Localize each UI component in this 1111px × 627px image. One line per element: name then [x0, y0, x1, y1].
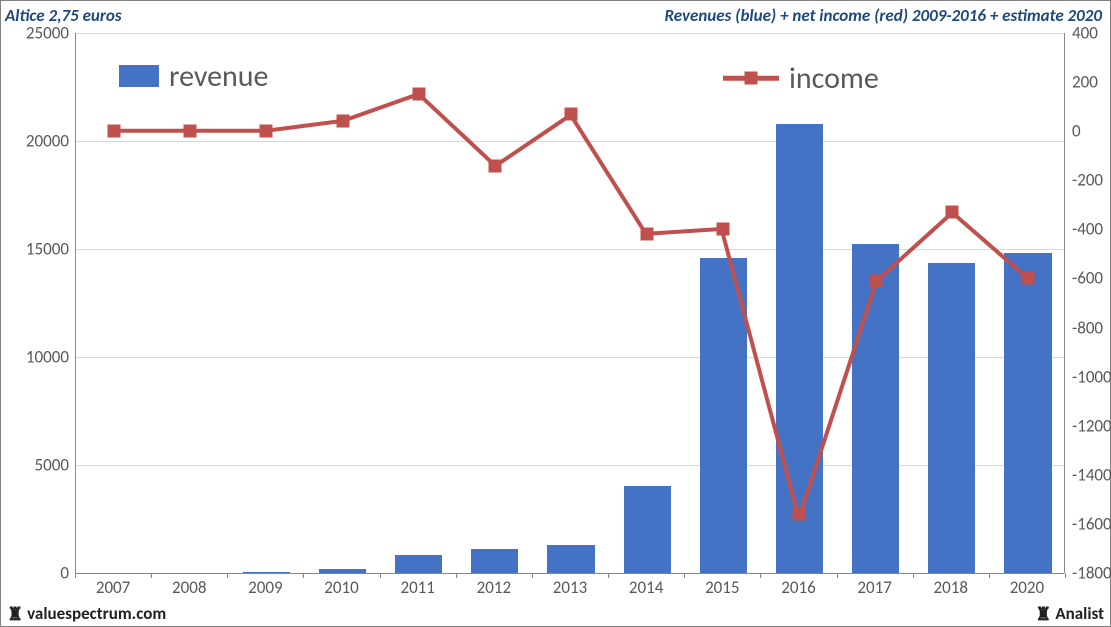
revenue-bar: [395, 555, 442, 573]
x-tick-label: 2010: [324, 577, 358, 598]
rook-icon: ♜: [7, 605, 23, 623]
y-right-tick-label: -600: [1066, 268, 1110, 289]
income-marker: [488, 159, 501, 172]
x-tick-label: 2014: [629, 577, 663, 598]
grid-line: [76, 357, 1064, 358]
income-line-segment: [495, 112, 573, 167]
footer-right-text: Analist: [1055, 603, 1104, 624]
x-tick-label: 2015: [705, 577, 739, 598]
rook-icon: ♜: [1035, 605, 1051, 623]
x-axis-line: [76, 573, 1064, 574]
income-line-segment: [416, 92, 495, 166]
y-right-tick-label: -1000: [1066, 366, 1110, 387]
income-line-segment: [190, 129, 266, 133]
grid-line: [76, 33, 1064, 34]
y-right-tick-label: -1200: [1066, 415, 1110, 436]
revenue-bar: [928, 263, 975, 573]
y-left-tick-label: 20000: [1, 131, 69, 152]
y-right-tick-label: -1400: [1066, 464, 1110, 485]
x-tick-label: 2009: [248, 577, 282, 598]
legend-revenue-label: revenue: [169, 58, 268, 95]
y-right-tick-label: 200: [1066, 72, 1110, 93]
income-marker: [108, 125, 121, 138]
revenue-bar: [1004, 253, 1051, 573]
legend-income-label: income: [789, 60, 879, 97]
x-tick: [303, 573, 304, 578]
y-right-tick-label: 0: [1066, 121, 1110, 142]
x-tick-label: 2016: [781, 577, 815, 598]
income-marker: [945, 206, 958, 219]
y-left-tick-label: 15000: [1, 239, 69, 260]
y-right-tick-label: -400: [1066, 219, 1110, 240]
income-marker: [641, 228, 654, 241]
y-left-tick-label: 5000: [1, 455, 69, 476]
income-line-segment: [343, 92, 420, 123]
x-tick-label: 2018: [934, 577, 968, 598]
x-tick-label: 2020: [1010, 577, 1044, 598]
x-tick: [837, 573, 838, 578]
chart-header: Altice 2,75 euros Revenues (blue) + net …: [1, 1, 1110, 29]
revenue-bar: [624, 486, 671, 573]
y-left-tick-label: 25000: [1, 23, 69, 44]
x-tick: [913, 573, 914, 578]
x-tick: [608, 573, 609, 578]
income-line-segment: [568, 112, 648, 234]
income-marker: [793, 508, 806, 521]
x-tick: [989, 573, 990, 578]
income-line-segment: [114, 129, 190, 133]
income-marker: [717, 223, 730, 236]
legend-income-swatch: [723, 67, 779, 89]
x-tick: [1065, 573, 1066, 578]
x-tick-label: 2013: [553, 577, 587, 598]
y-right-tick-label: -1600: [1066, 513, 1110, 534]
revenue-bar: [776, 124, 823, 573]
revenue-bar: [471, 549, 518, 573]
x-tick-label: 2017: [857, 577, 891, 598]
x-tick-label: 2008: [172, 577, 206, 598]
income-marker: [565, 108, 578, 121]
y-right-tick-label: -200: [1066, 170, 1110, 191]
footer-left-text: valuespectrum.com: [27, 603, 166, 624]
x-tick-label: 2007: [96, 577, 130, 598]
footer-right: ♜ Analist: [1035, 603, 1104, 624]
x-tick-label: 2012: [477, 577, 511, 598]
income-line-segment: [647, 227, 723, 236]
y-left-tick-label: 10000: [1, 347, 69, 368]
income-marker: [336, 115, 349, 128]
income-marker: [184, 125, 197, 138]
grid-line: [76, 141, 1064, 142]
y-right-tick-label: -800: [1066, 317, 1110, 338]
x-tick: [75, 573, 76, 578]
x-tick: [532, 573, 533, 578]
income-marker: [412, 88, 425, 101]
income-marker: [869, 274, 882, 287]
income-marker: [1021, 272, 1034, 285]
chart-container: Altice 2,75 euros Revenues (blue) + net …: [0, 0, 1111, 627]
x-tick: [684, 573, 685, 578]
header-right: Revenues (blue) + net income (red) 2009-…: [664, 5, 1102, 26]
revenue-bar: [547, 545, 594, 573]
grid-line: [76, 465, 1064, 466]
footer-left: ♜ valuespectrum.com: [7, 603, 166, 624]
grid-line: [76, 249, 1064, 250]
legend-income: income: [717, 53, 977, 103]
income-line-segment: [266, 119, 343, 133]
legend-revenue-swatch: [119, 65, 159, 87]
y-right-tick-label: 400: [1066, 23, 1110, 44]
legend-revenue: revenue: [113, 51, 323, 101]
y-right-tick-label: -1800: [1066, 563, 1110, 584]
x-tick: [151, 573, 152, 578]
x-tick: [227, 573, 228, 578]
x-tick-label: 2011: [400, 577, 434, 598]
y-left-tick-label: 0: [1, 563, 69, 584]
income-marker: [260, 125, 273, 138]
x-tick: [456, 573, 457, 578]
revenue-bar: [852, 244, 899, 573]
x-tick: [380, 573, 381, 578]
plot-area: [75, 33, 1065, 573]
x-tick: [760, 573, 761, 578]
